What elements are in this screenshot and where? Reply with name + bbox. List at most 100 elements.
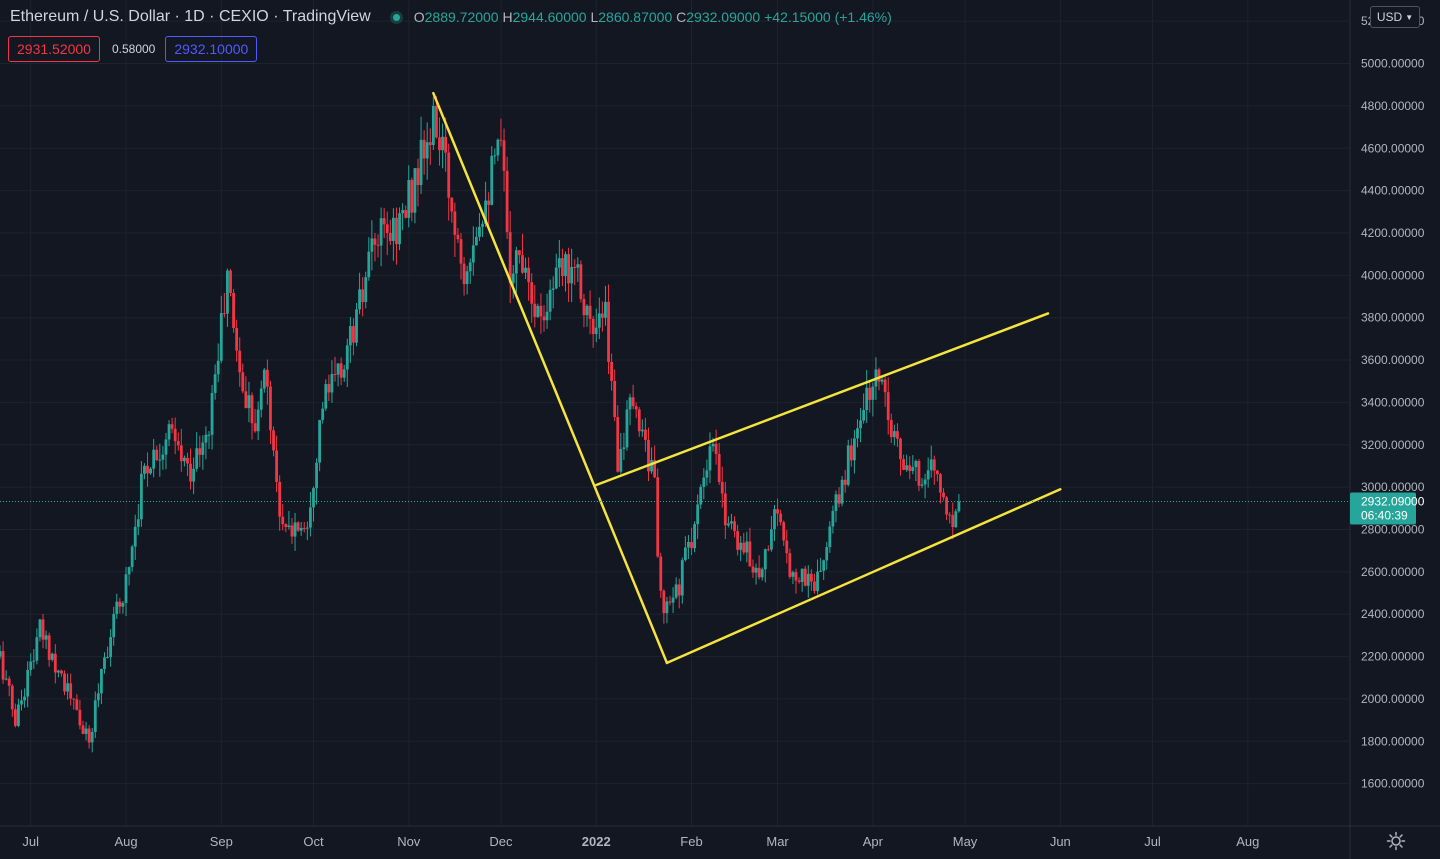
candle bbox=[932, 455, 936, 485]
candle-body bbox=[376, 244, 380, 246]
candle bbox=[453, 202, 457, 257]
candle-body bbox=[487, 200, 491, 205]
candle bbox=[106, 646, 109, 659]
candle bbox=[96, 683, 100, 708]
candle-body bbox=[831, 510, 835, 527]
candle bbox=[17, 698, 20, 728]
candle-body bbox=[496, 139, 500, 156]
candle bbox=[920, 477, 924, 489]
candle bbox=[714, 429, 718, 465]
candle bbox=[570, 248, 574, 303]
candle bbox=[348, 316, 352, 363]
candle bbox=[849, 438, 853, 467]
candle bbox=[226, 268, 229, 327]
candle-body bbox=[149, 468, 152, 474]
price-axis[interactable]: 5200.000005000.000004800.000004600.00000… bbox=[1361, 14, 1425, 790]
sell-price-button[interactable]: 2931.52000 bbox=[8, 36, 100, 62]
candle-body bbox=[13, 709, 17, 726]
candle-body bbox=[521, 255, 524, 273]
gear-icon[interactable] bbox=[1386, 831, 1406, 851]
candle bbox=[250, 392, 254, 440]
y-tick-label: 4800.00000 bbox=[1361, 99, 1425, 113]
candle-body bbox=[785, 540, 789, 554]
trendline-channel-lower[interactable] bbox=[665, 487, 1062, 665]
candle bbox=[659, 552, 663, 598]
candle-body bbox=[518, 250, 521, 256]
candle bbox=[862, 393, 866, 424]
candle bbox=[155, 445, 159, 462]
candle-body bbox=[35, 637, 39, 661]
candle-body bbox=[143, 465, 146, 474]
candle bbox=[69, 673, 73, 706]
candle-body bbox=[56, 670, 60, 673]
candle bbox=[668, 595, 672, 606]
candle bbox=[797, 577, 801, 584]
x-tick-label: Mar bbox=[766, 834, 789, 849]
candle bbox=[585, 304, 589, 327]
candle-body bbox=[244, 391, 248, 409]
candle-body bbox=[26, 669, 30, 697]
candle bbox=[13, 703, 17, 728]
candle-body bbox=[345, 345, 349, 370]
candle bbox=[843, 469, 847, 493]
candle bbox=[391, 208, 395, 261]
candle bbox=[385, 211, 389, 256]
candle bbox=[299, 521, 303, 536]
symbol-title[interactable]: Ethereum / U.S. Dollar · 1D · CEXIO · Tr… bbox=[10, 8, 371, 25]
candle bbox=[561, 248, 564, 287]
candle bbox=[766, 545, 770, 552]
candle bbox=[665, 596, 669, 624]
candle-body bbox=[281, 516, 285, 525]
candle-body bbox=[926, 470, 930, 480]
candle-body bbox=[158, 459, 162, 461]
candle bbox=[564, 251, 567, 292]
candle-body bbox=[336, 363, 340, 375]
candle bbox=[567, 247, 570, 302]
x-tick-label: Apr bbox=[863, 834, 884, 849]
candle bbox=[846, 439, 850, 487]
trendline-channel-upper[interactable] bbox=[594, 312, 1050, 487]
trendline-downtrend[interactable] bbox=[432, 91, 669, 665]
candle bbox=[548, 279, 552, 321]
candle bbox=[75, 694, 79, 711]
y-tick-label: 1600.00000 bbox=[1361, 777, 1425, 791]
candle-body bbox=[822, 560, 826, 571]
candle bbox=[81, 720, 85, 735]
candle bbox=[447, 143, 451, 221]
candle bbox=[791, 570, 795, 585]
candle bbox=[723, 481, 727, 540]
candle-body bbox=[723, 493, 727, 526]
candle bbox=[816, 559, 819, 595]
candle-body bbox=[222, 313, 226, 315]
buy-price-button[interactable]: 2932.10000 bbox=[165, 36, 258, 62]
candle-body bbox=[176, 441, 180, 446]
candle bbox=[680, 557, 684, 604]
x-tick-label: Jun bbox=[1050, 834, 1071, 849]
candle-body bbox=[302, 527, 306, 529]
candle bbox=[229, 268, 232, 297]
candle bbox=[471, 226, 475, 276]
y-tick-label: 1800.00000 bbox=[1361, 734, 1425, 748]
candle bbox=[545, 293, 549, 329]
candle-body bbox=[32, 660, 36, 662]
time-axis[interactable]: Jul Aug Sep Oct Nov Dec 2022 Feb Mar Apr May Jun Jul… bbox=[22, 834, 1259, 849]
candle-body bbox=[616, 417, 620, 472]
candle bbox=[238, 337, 242, 387]
candle bbox=[834, 490, 838, 523]
candle-body bbox=[604, 301, 607, 318]
candle-body bbox=[410, 180, 414, 213]
candle bbox=[644, 417, 647, 452]
candle bbox=[290, 517, 294, 544]
candle-body bbox=[330, 374, 334, 393]
candle-body bbox=[413, 168, 417, 213]
candle-body bbox=[561, 258, 564, 277]
currency-selector[interactable]: USD ▼ bbox=[1370, 6, 1420, 28]
candle bbox=[367, 237, 371, 281]
candle bbox=[183, 455, 186, 467]
candle-body bbox=[714, 443, 718, 455]
candle-body bbox=[7, 678, 11, 686]
candle bbox=[487, 192, 491, 228]
candle-body bbox=[668, 601, 672, 603]
candle bbox=[93, 691, 97, 738]
